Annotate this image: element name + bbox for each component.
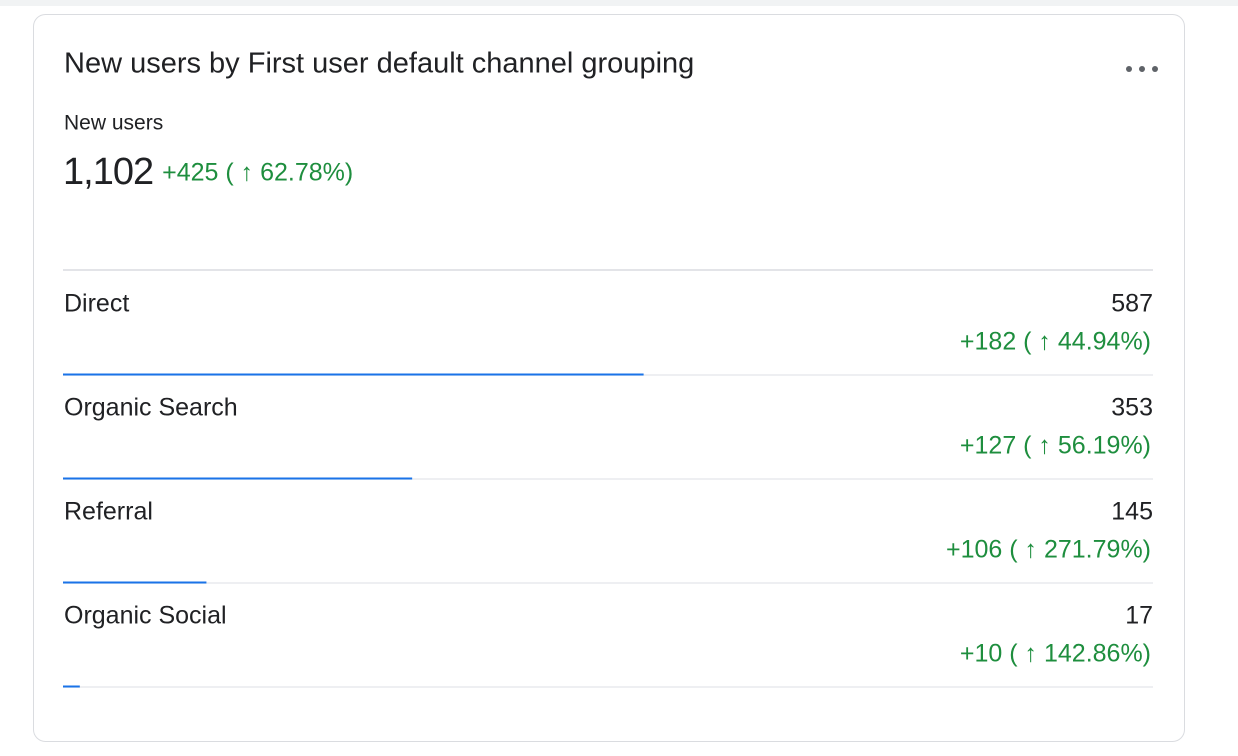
row-value: 145	[1111, 498, 1153, 526]
bar	[63, 581, 207, 584]
top-band	[0, 0, 1238, 6]
bar	[63, 373, 644, 376]
row-value: 17	[1125, 602, 1153, 630]
card	[33, 14, 1185, 742]
row-value: 353	[1111, 394, 1153, 422]
row-change: +182 ( ↑ 44.94%)	[960, 328, 1151, 356]
row-change: +10 ( ↑ 142.86%)	[960, 640, 1151, 668]
row-value: 587	[1111, 290, 1153, 318]
row-name: Referral	[64, 498, 153, 526]
row-change: +127 ( ↑ 56.19%)	[960, 432, 1151, 460]
bar	[63, 477, 413, 480]
row-name: Direct	[64, 290, 129, 318]
card-title: New users by First user default channel …	[64, 48, 694, 80]
metric-total: 1,102	[63, 151, 153, 193]
metric-change: +425 ( ↑ 62.78%)	[162, 159, 353, 187]
bar	[63, 685, 80, 688]
more-menu[interactable]	[1126, 66, 1158, 72]
metric-label: New users	[64, 112, 163, 135]
row-name: Organic Social	[64, 602, 227, 630]
row-name: Organic Search	[64, 394, 238, 422]
row-change: +106 ( ↑ 271.79%)	[946, 536, 1151, 564]
